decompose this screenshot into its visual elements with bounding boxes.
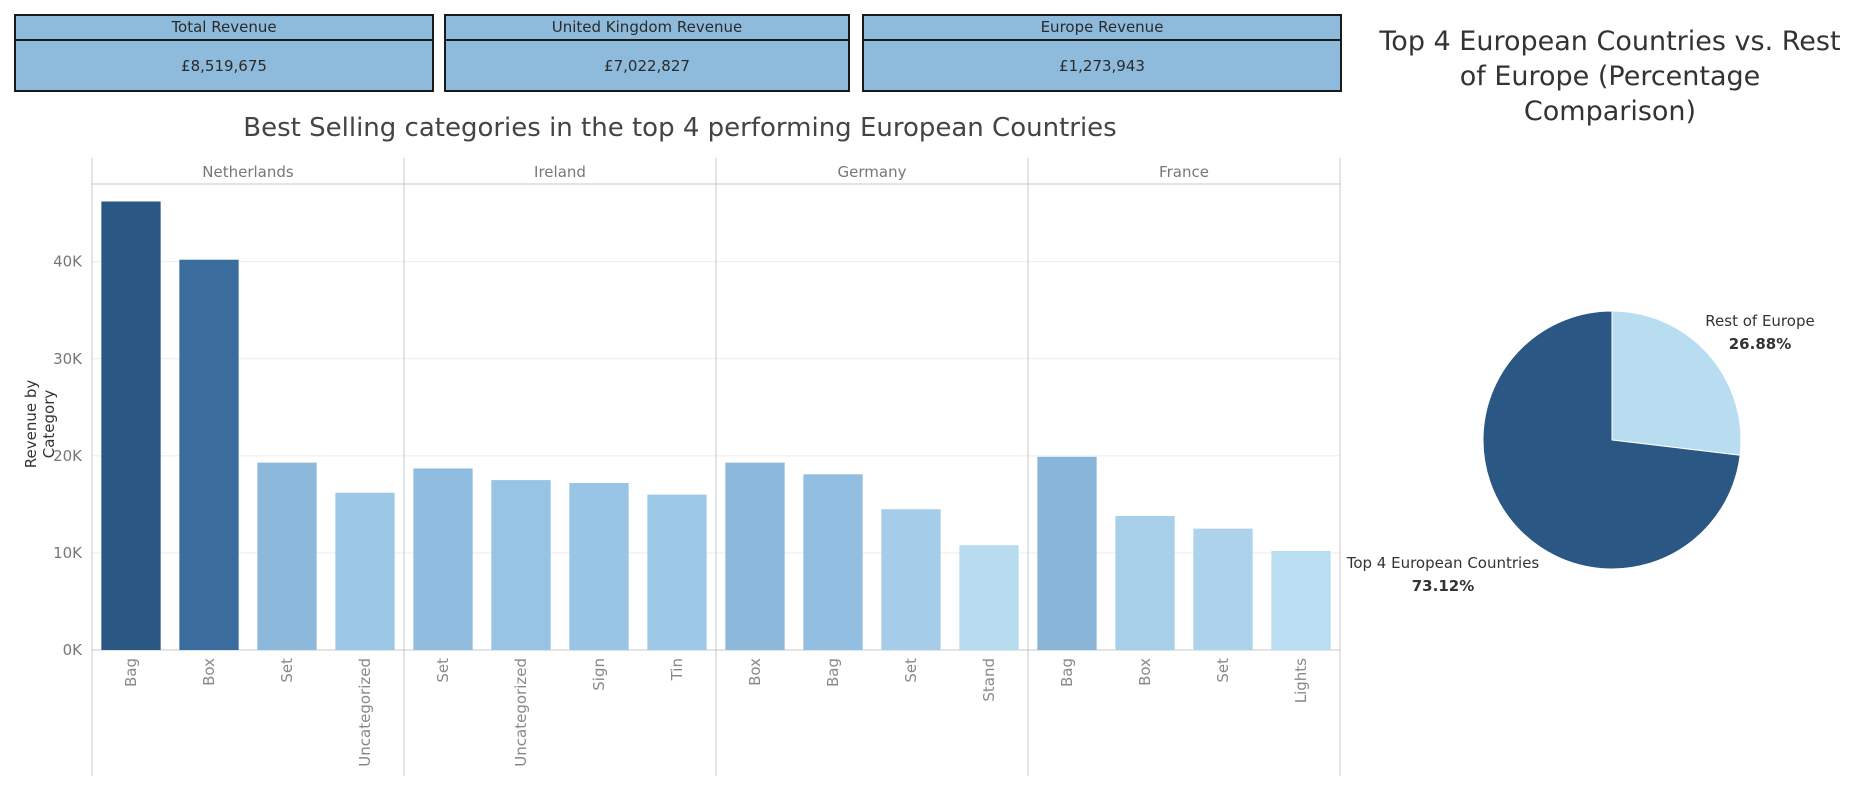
bar-netherlands-bag [101, 201, 161, 650]
kpi-value: £8,519,675 [181, 57, 267, 75]
kpi-value: £1,273,943 [1059, 57, 1145, 75]
x-tick-label: Tin [668, 658, 686, 681]
bar-germany-bag [803, 474, 863, 650]
panel-header-ireland: Ireland [534, 163, 586, 181]
panel-header-netherlands: Netherlands [202, 163, 294, 181]
bar-ireland-uncategorized [491, 480, 551, 650]
bar-netherlands-uncategorized [335, 492, 395, 650]
x-tick-label: Stand [980, 658, 998, 702]
y-tick-label: 0K [63, 641, 84, 659]
x-tick-label: Bag [824, 658, 842, 687]
x-tick-label: Uncategorized [356, 658, 374, 767]
x-tick-label: Box [1136, 658, 1154, 686]
bar-france-bag [1037, 456, 1097, 650]
x-tick-label: Set [278, 658, 296, 683]
x-tick-label: Bag [122, 658, 140, 687]
y-tick-label: 20K [53, 447, 83, 465]
x-tick-label: Lights [1292, 658, 1310, 703]
panel-header-germany: Germany [838, 163, 907, 181]
y-tick-label: 30K [53, 350, 83, 368]
y-tick-label: 10K [53, 544, 83, 562]
bar-ireland-set [413, 468, 473, 650]
x-tick-label: Box [746, 658, 764, 686]
x-tick-label: Uncategorized [512, 658, 530, 767]
kpi-value: £7,022,827 [604, 57, 690, 75]
bar-netherlands-set [257, 462, 317, 650]
bar-france-set [1193, 528, 1253, 650]
x-tick-label: Set [1214, 658, 1232, 683]
panel-header-france: France [1159, 163, 1209, 181]
bar-netherlands-box [179, 259, 239, 650]
kpi-europe-revenue: Europe Revenue £1,273,943 [862, 14, 1342, 92]
bar-germany-set [881, 509, 941, 650]
kpi-title: United Kingdom Revenue [446, 16, 848, 41]
x-tick-label: Sign [590, 658, 608, 691]
x-tick-label: Set [434, 658, 452, 683]
y-tick-label: 40K [53, 253, 83, 271]
x-tick-label: Bag [1058, 658, 1076, 687]
bar-france-lights [1271, 550, 1331, 650]
bar-ireland-tin [647, 494, 707, 650]
bar-ireland-sign [569, 483, 629, 650]
x-tick-label: Box [200, 658, 218, 686]
bar-chart-title: Best Selling categories in the top 4 per… [243, 113, 1117, 143]
kpi-uk-revenue: United Kingdom Revenue £7,022,827 [444, 14, 850, 92]
bar-france-box [1115, 516, 1175, 650]
kpi-title: Europe Revenue [864, 16, 1340, 41]
x-tick-label: Set [902, 658, 920, 683]
bar-germany-box [725, 462, 785, 650]
kpi-total-revenue: Total Revenue £8,519,675 [14, 14, 434, 92]
kpi-title: Total Revenue [16, 16, 432, 41]
pie-chart-title: Top 4 European Countries vs. Rest of Eur… [1379, 26, 1841, 127]
bar-germany-stand [959, 545, 1019, 650]
